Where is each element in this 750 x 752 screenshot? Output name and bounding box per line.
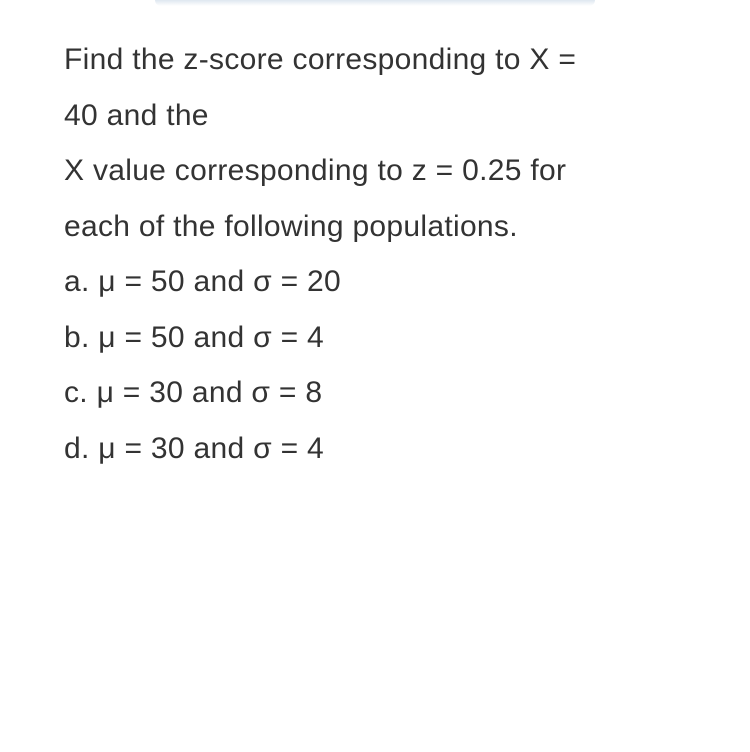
question-line-1: Find the z-score corresponding to X = [64, 32, 686, 88]
option-b: b. μ = 50 and σ = 4 [64, 310, 686, 366]
question-line-4: each of the following populations. [64, 199, 686, 255]
question-content: Find the z-score corresponding to X = 40… [64, 32, 686, 476]
top-shadow [155, 0, 595, 6]
question-line-2: 40 and the [64, 88, 686, 144]
question-line-3: X value corresponding to z = 0.25 for [64, 143, 686, 199]
option-d: d. μ = 30 and σ = 4 [64, 421, 686, 477]
option-a: a. μ = 50 and σ = 20 [64, 254, 686, 310]
option-c: c. μ = 30 and σ = 8 [64, 365, 686, 421]
